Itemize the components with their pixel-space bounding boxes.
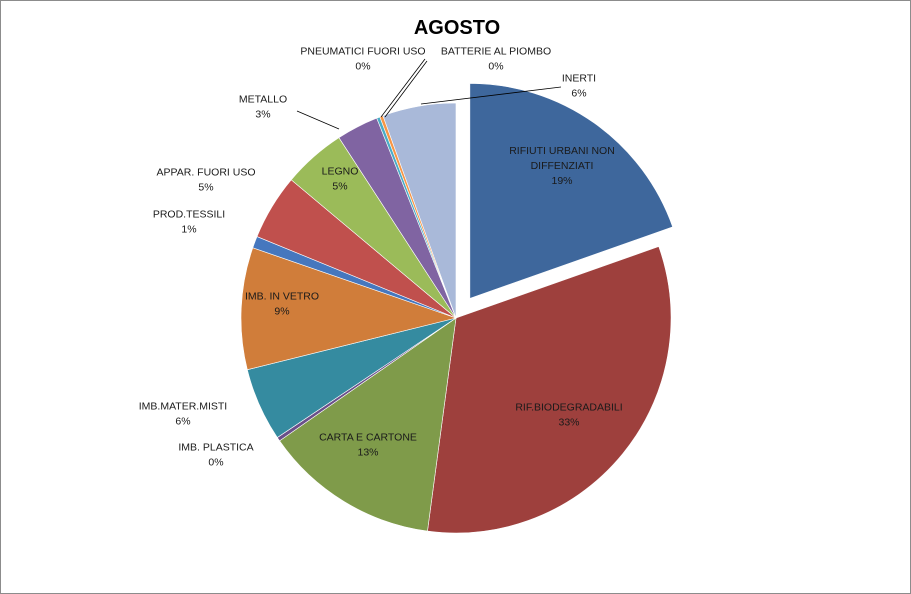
- chart-title: AGOSTO: [414, 17, 500, 39]
- data-label-category-2: CARTA E CARTONE: [319, 431, 417, 443]
- data-label-percent-4: 6%: [175, 415, 190, 427]
- leader-lines: [296, 58, 562, 130]
- data-label-category-10: PNEUMATICI FUORI USO: [300, 45, 425, 57]
- leader-line-9: [296, 110, 340, 130]
- pie-slice-5: [240, 247, 458, 371]
- data-label-percent-11: 0%: [488, 60, 503, 72]
- data-label-percent-2: 13%: [357, 446, 378, 458]
- pie-slice-0: [469, 83, 674, 299]
- pie-slice-2: [279, 317, 457, 532]
- data-label-category-8: LEGNO: [322, 165, 359, 177]
- pie-slice-1: [427, 246, 672, 534]
- data-label-category-12: INERTI: [562, 72, 596, 84]
- data-label-percent-7: 5%: [198, 181, 213, 193]
- data-label-category-9: METALLO: [239, 93, 287, 105]
- data-label-category-0: RIFIUTI URBANI NON: [509, 145, 615, 157]
- data-label-percent-5: 9%: [274, 305, 289, 317]
- data-label-percent-1: 33%: [558, 416, 579, 428]
- leader-line-10: [380, 58, 426, 118]
- data-label-percent-8: 5%: [332, 180, 347, 192]
- data-label-percent-6: 1%: [181, 223, 196, 235]
- data-label-percent-10: 0%: [355, 60, 370, 72]
- data-label-category-4: IMB.MATER.MISTI: [139, 400, 227, 412]
- data-label-category-11: BATTERIE AL PIOMBO: [441, 45, 551, 57]
- data-label-category-3: IMB. PLASTICA: [178, 441, 253, 453]
- data-label-category-0: DIFFENZIATI: [531, 160, 594, 172]
- data-label-percent-12: 6%: [571, 87, 586, 99]
- leader-line-11: [384, 60, 428, 118]
- data-label-category-5: IMB. IN VETRO: [245, 290, 319, 302]
- data-label-category-1: RIF.BIODEGRADABILI: [515, 401, 622, 413]
- data-label-percent-3: 0%: [208, 456, 223, 468]
- data-labels: RIFIUTI URBANI NON DIFFENZIATI 19% RIF.BIOD…: [139, 45, 623, 468]
- data-label-percent-9: 3%: [255, 108, 270, 120]
- data-label-category-7: APPAR. FUORI USO: [157, 166, 256, 178]
- pie-slice-12: [382, 102, 457, 319]
- data-label-category-6: PROD.TESSILI: [153, 208, 225, 220]
- data-label-percent-0: 19%: [551, 175, 572, 187]
- slices-layer: [240, 83, 674, 534]
- leader-line-12: [420, 86, 562, 105]
